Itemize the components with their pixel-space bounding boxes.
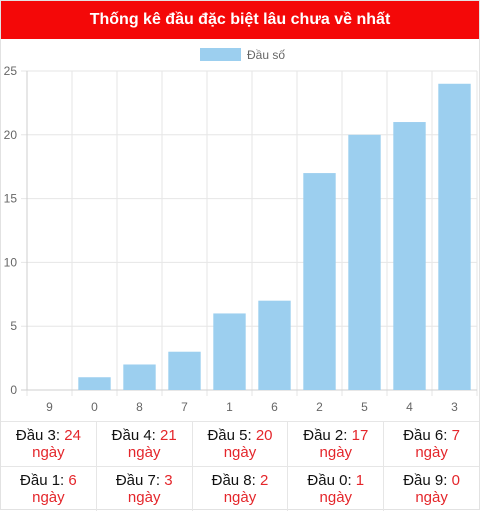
stat-label: Đầu 6: <box>403 427 448 444</box>
stat-label: Đầu 9: <box>403 472 448 489</box>
bar <box>393 122 426 390</box>
stat-label: Đầu 3: <box>15 427 61 444</box>
stat-label: Đầu 2: <box>303 427 348 444</box>
y-tick-label: 5 <box>10 319 17 333</box>
stat-value: 3 <box>164 472 173 489</box>
x-tick-label: 8 <box>136 400 143 414</box>
bar <box>213 313 246 390</box>
stat-cell: Đầu 9: 0 ngày <box>384 467 479 511</box>
x-tick-label: 0 <box>91 400 98 414</box>
y-tick-label: 20 <box>4 128 18 142</box>
stats-row: Đầu 1: 6 ngày Đầu 7: 3 ngày Đầu 8: 2 ngà… <box>1 466 479 511</box>
stat-label: Đầu 0: <box>307 472 352 489</box>
y-tick-label: 15 <box>4 192 18 206</box>
stat-cell: Đầu 8: 2 ngày <box>193 467 289 511</box>
stat-unit: ngày <box>127 444 161 461</box>
stat-value: 6 <box>68 472 77 489</box>
bar <box>168 351 201 390</box>
stat-label: Đầu 1: <box>20 472 65 489</box>
stat-cell: Đầu 5: 20 ngày <box>193 422 289 466</box>
y-tick-label: 25 <box>4 64 18 78</box>
stats-table: Đầu 3: 24 ngày Đầu 4: 21 ngày Đầu 5: 20 … <box>1 421 479 511</box>
x-tick-label: 9 <box>46 400 53 414</box>
x-tick-label: 7 <box>181 400 188 414</box>
stat-unit: ngày <box>32 444 65 461</box>
stat-unit: ngày <box>223 489 257 506</box>
stat-label: Đầu 7: <box>115 472 161 489</box>
stat-cell: Đầu 0: 1 ngày <box>288 467 385 511</box>
stat-unit: ngày <box>319 489 353 506</box>
y-tick-label: 10 <box>4 255 18 269</box>
stat-unit: ngày <box>319 444 353 461</box>
stat-value: 24 <box>64 427 81 444</box>
stat-cell: Đầu 6: 7 ngày <box>384 422 479 466</box>
stat-label: Đầu 4: <box>111 427 156 444</box>
bar <box>258 300 291 390</box>
x-tick-label: 2 <box>316 400 323 414</box>
stats-row: Đầu 3: 24 ngày Đầu 4: 21 ngày Đầu 5: 20 … <box>1 421 479 466</box>
x-tick-label: 5 <box>361 400 368 414</box>
stat-cell: Đầu 4: 21 ngày <box>97 422 193 466</box>
stat-unit: ngày <box>223 444 257 461</box>
legend-swatch <box>200 48 241 61</box>
panel-title: Thống kê đầu đặc biệt lâu chưa về nhất <box>89 11 391 28</box>
stat-value: 21 <box>160 427 177 444</box>
x-tick-label: 6 <box>271 400 278 414</box>
stat-cell: Đầu 2: 17 ngày <box>288 422 385 466</box>
bar <box>348 134 381 390</box>
chart-area: Đầu số 0 5 10 15 20 25 9 0 8 7 1 6 2 5 4 3 <box>1 39 479 419</box>
stat-value: 17 <box>351 427 369 444</box>
stat-value: 7 <box>451 427 460 444</box>
stat-value: 1 <box>355 472 365 489</box>
x-tick-label: 3 <box>451 400 458 414</box>
stat-value: 20 <box>255 427 273 444</box>
stat-label: Đầu 8: <box>211 472 256 489</box>
stat-unit: ngày <box>32 489 65 506</box>
stat-unit: ngày <box>415 489 448 506</box>
stat-cell: Đầu 3: 24 ngày <box>1 422 97 466</box>
stat-unit: ngày <box>127 489 161 506</box>
stat-cell: Đầu 1: 6 ngày <box>1 467 97 511</box>
stat-cell: Đầu 7: 3 ngày <box>97 467 193 511</box>
legend-label: Đầu số <box>247 48 285 62</box>
stat-label: Đầu 5: <box>207 427 252 444</box>
bar <box>78 377 111 390</box>
panel-header: Thống kê đầu đặc biệt lâu chưa về nhất <box>1 1 479 39</box>
stat-unit: ngày <box>415 444 448 461</box>
x-tick-label: 1 <box>226 400 233 414</box>
x-tick-label: 4 <box>406 400 413 414</box>
bar <box>438 83 471 390</box>
bar <box>123 364 156 390</box>
bar <box>303 173 336 390</box>
stat-value: 0 <box>451 472 460 489</box>
y-tick-label: 0 <box>10 383 17 397</box>
stat-value: 2 <box>260 472 269 489</box>
